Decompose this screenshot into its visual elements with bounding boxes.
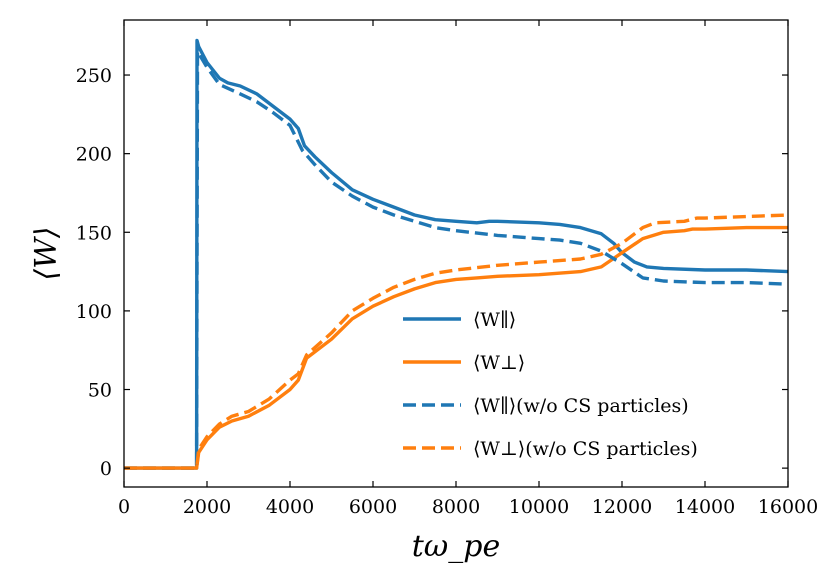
series-line-3 — [124, 49, 788, 470]
y-tick-label: 50 — [88, 380, 112, 402]
y-tick-label: 200 — [76, 144, 112, 166]
x-tick-label: 14000 — [675, 496, 735, 518]
series-line-2 — [124, 225, 788, 470]
y-tick-label: 0 — [100, 458, 112, 480]
series-line-4 — [124, 213, 788, 470]
x-tick-label: 4000 — [266, 496, 314, 518]
x-tick-label: 12000 — [592, 496, 652, 518]
legend: ⟨W∥⟩ ⟨W⊥⟩ ⟨W∥⟩(w/o CS particles) ⟨W⊥⟩(w/o C… — [403, 309, 698, 460]
legend-entry-4: ⟨W⊥⟩(w/o CS particles) — [403, 438, 698, 460]
legend-label: ⟨W⊥⟩ — [473, 352, 525, 374]
axis-ticks: 0 2000 4000 6000 8000 10000 12000 14000 16000 0 50… — [76, 20, 818, 518]
y-tick-label: 150 — [76, 222, 112, 244]
x-tick-label: 0 — [118, 496, 130, 518]
legend-entry-3: ⟨W∥⟩(w/o CS particles) — [403, 395, 689, 417]
x-tick-label: 16000 — [758, 496, 818, 518]
legend-label: ⟨W⊥⟩(w/o CS particles) — [473, 438, 698, 460]
legend-label: ⟨W∥⟩(w/o CS particles) — [473, 395, 689, 417]
x-axis-label: tω_pe — [412, 529, 500, 564]
y-axis-label: ⟨W⟩ — [29, 226, 64, 280]
x-tick-label: 6000 — [349, 496, 397, 518]
x-tick-label: 2000 — [183, 496, 231, 518]
y-tick-label: 100 — [76, 301, 112, 323]
x-tick-label: 8000 — [432, 496, 480, 518]
y-tick-label: 250 — [76, 65, 112, 87]
series-layer — [124, 38, 788, 470]
legend-entry-1: ⟨W∥⟩ — [403, 309, 516, 331]
legend-entry-2: ⟨W⊥⟩ — [403, 352, 525, 374]
legend-label: ⟨W∥⟩ — [473, 309, 516, 331]
x-tick-label: 10000 — [509, 496, 569, 518]
